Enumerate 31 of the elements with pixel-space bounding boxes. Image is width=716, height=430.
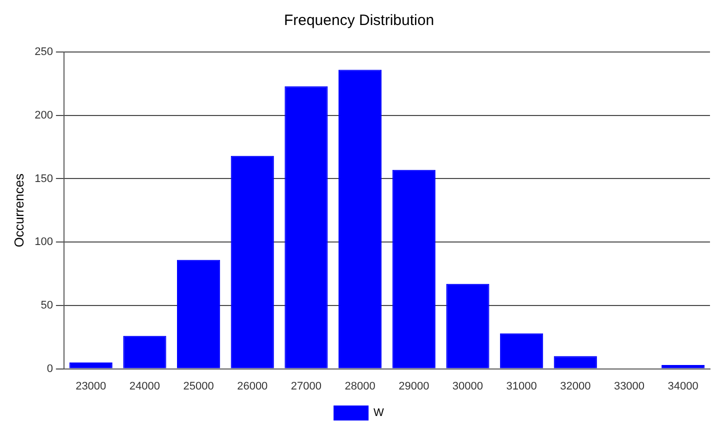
x-tick-label: 32000 bbox=[560, 380, 591, 392]
bar bbox=[338, 70, 382, 368]
x-tick-label: 30000 bbox=[452, 380, 484, 392]
x-tick-label: 29000 bbox=[398, 380, 430, 392]
x-tick-label: 33000 bbox=[614, 380, 645, 392]
x-tick-label: 27000 bbox=[290, 380, 322, 392]
y-axis-title: Occurrences bbox=[11, 173, 26, 248]
x-tick-label: 24000 bbox=[129, 380, 160, 392]
x-tick-label: 31000 bbox=[506, 380, 537, 392]
y-tick-label: 100 bbox=[34, 236, 53, 248]
bar bbox=[392, 170, 436, 368]
y-tick-label: 250 bbox=[34, 46, 53, 58]
bar bbox=[230, 156, 274, 368]
x-tick-label: 25000 bbox=[183, 380, 214, 392]
x-tick-label: 34000 bbox=[668, 380, 698, 392]
chart-title: Frequency Distribution bbox=[284, 12, 434, 30]
bar bbox=[446, 284, 490, 368]
x-tick-label: 28000 bbox=[344, 380, 376, 392]
x-tick-label: 23000 bbox=[76, 380, 106, 392]
bar bbox=[123, 336, 166, 368]
legend-label: W bbox=[374, 407, 385, 420]
bar bbox=[554, 356, 597, 368]
y-tick-label: 200 bbox=[34, 109, 53, 122]
bar bbox=[177, 260, 220, 368]
y-tick-label: 150 bbox=[34, 172, 53, 185]
x-tick-label: 26000 bbox=[237, 380, 268, 392]
y-tick-label: 50 bbox=[40, 299, 53, 312]
bar bbox=[69, 362, 112, 368]
bar bbox=[500, 333, 544, 368]
y-tick-label: 0 bbox=[46, 362, 53, 375]
bar bbox=[284, 86, 328, 368]
